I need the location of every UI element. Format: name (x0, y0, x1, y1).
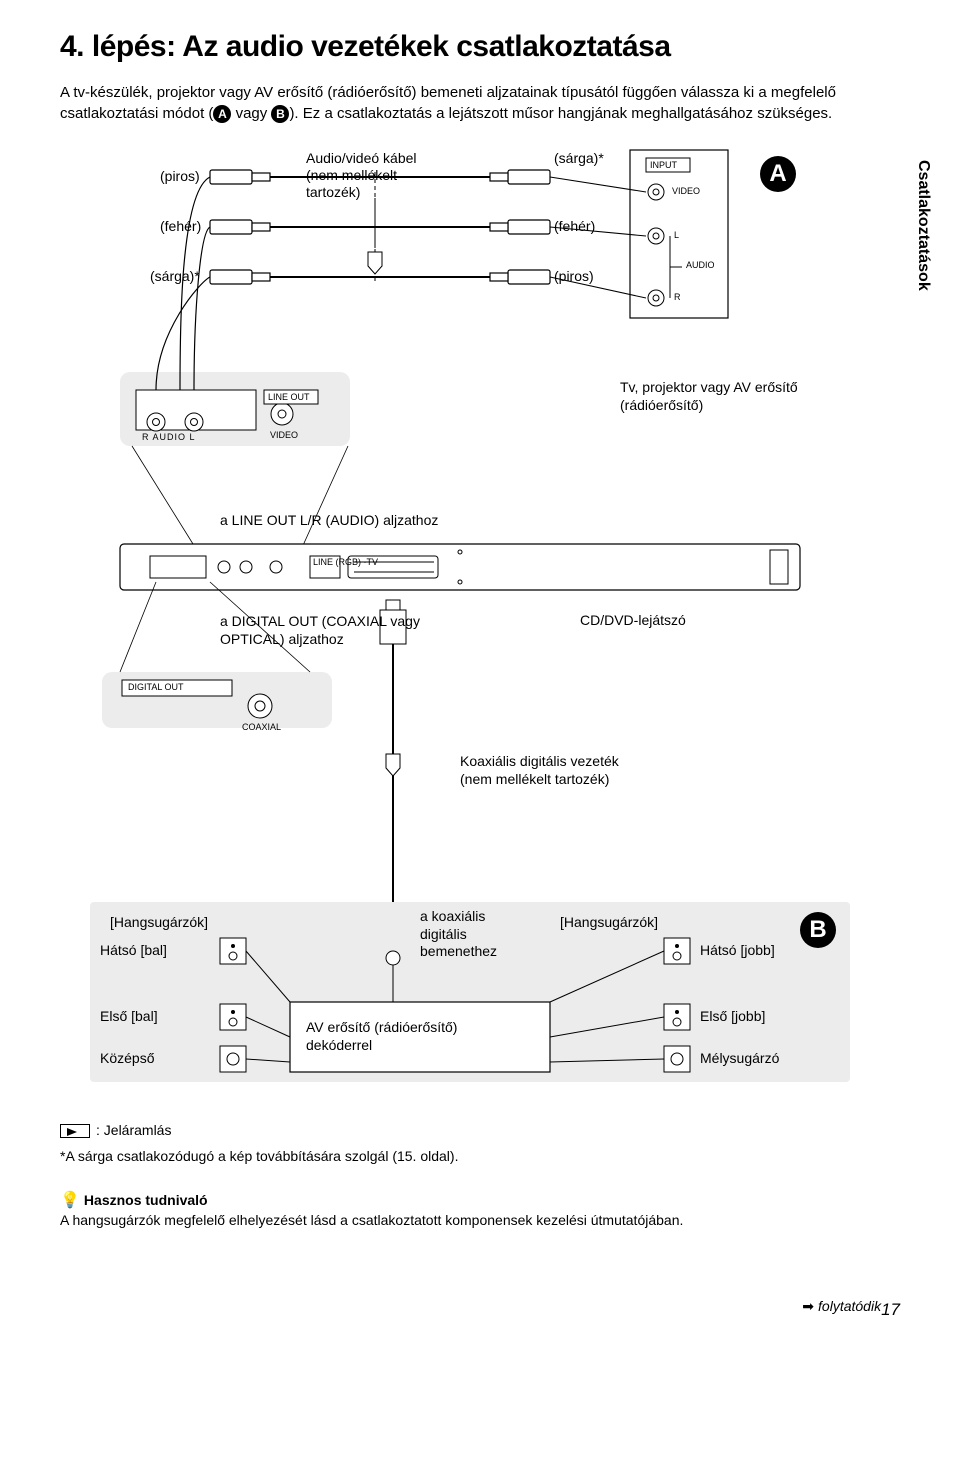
page-number: 17 (881, 1300, 900, 1320)
label-feher-left: (fehér) (160, 218, 201, 234)
speakers-left: [Hangsugárzók] (110, 914, 208, 930)
connection-diagram: (piros) (fehér) (sárga)* Audio/videó káb… (60, 132, 900, 1272)
intro-part2: ). Ez a csatlakoztatás a lejátszott műso… (289, 105, 832, 122)
method-b-badge: B (800, 912, 836, 948)
method-a-badge: A (760, 156, 796, 192)
label-av-cable: Audio/videó kábel (nem mellékelt tartozé… (306, 150, 446, 200)
method-b-badge-inline: B (271, 105, 289, 123)
label-sarga-left: (sárga)* (150, 268, 200, 284)
label-sarga-right: (sárga)* (554, 150, 604, 166)
amp-decoder-label: AV erősítő (rádióerősítő) dekóderrel (306, 1018, 526, 1054)
panel-audio: AUDIO (686, 260, 715, 270)
label-feher-right: (fehér) (554, 218, 595, 234)
panel-input: INPUT (650, 160, 677, 170)
player-label: CD/DVD-lejátszó (580, 612, 686, 628)
lineout-caption: a LINE OUT L/R (AUDIO) aljzathoz (220, 512, 438, 528)
rear-right: Hátsó [jobb] (700, 942, 775, 958)
coax-input-label: a koaxiális digitális bemenethez (420, 908, 530, 961)
digitalout-caption: a DIGITAL OUT (COAXIAL vagy OPTICAL) alj… (220, 612, 440, 648)
label-tv-desc: Tv, projektor vagy AV erősítő (rádióerős… (620, 378, 800, 414)
method-a-badge-inline: A (213, 105, 231, 123)
asterisk-note: *A sárga csatlakozódugó a kép továbbítás… (60, 1148, 760, 1164)
panel-l: L (674, 230, 679, 240)
front-right: Első [jobb] (700, 1008, 765, 1024)
rca-plug-left (210, 170, 270, 284)
bulb-icon: 💡 (60, 1190, 80, 1210)
label-piros-left: (piros) (160, 168, 200, 184)
front-left: Első [bal] (100, 1008, 158, 1024)
signal-flow-label: : Jeláramlás (96, 1122, 171, 1138)
digitalout-text: DIGITAL OUT (128, 682, 184, 692)
coax-cable-label: Koaxiális digitális vezeték (nem melléke… (460, 752, 620, 788)
panel-r: R (674, 292, 681, 302)
tip-body: A hangsugárzók megfelelő elhelyezését lá… (60, 1212, 840, 1228)
coaxial-text: COAXIAL (242, 722, 281, 732)
rear-left: Hátsó [bal] (100, 942, 167, 958)
center: Középső (100, 1050, 154, 1066)
video-small: VIDEO (270, 430, 298, 440)
page-title: 4. lépés: Az audio vezetékek csatlakozta… (60, 30, 900, 64)
tip-title: Hasznos tudnivaló (84, 1192, 208, 1208)
label-piros-right: (piros) (554, 268, 594, 284)
lineout-text: LINE OUT (268, 392, 310, 402)
panel-video: VIDEO (672, 186, 700, 196)
side-tab-label: Csatlakoztatások (914, 160, 932, 291)
continue-footer: ➡folytatódik 17 (60, 1298, 900, 1315)
continue-text: folytatódik (818, 1298, 881, 1314)
intro-paragraph: A tv-készülék, projektor vagy AV erősítő… (60, 82, 900, 124)
subwoofer: Mélysugárzó (700, 1050, 779, 1066)
rca-plug-right (490, 170, 550, 284)
intro-mid: vagy (231, 105, 271, 122)
r-audio-l: R AUDIO L (142, 432, 196, 442)
signal-arrow-icon (60, 1124, 90, 1138)
continue-arrow-icon: ➡ (802, 1298, 814, 1314)
speakers-right: [Hangsugárzók] (560, 914, 658, 930)
rgb-tv: LINE (RGB) -TV (313, 558, 378, 567)
